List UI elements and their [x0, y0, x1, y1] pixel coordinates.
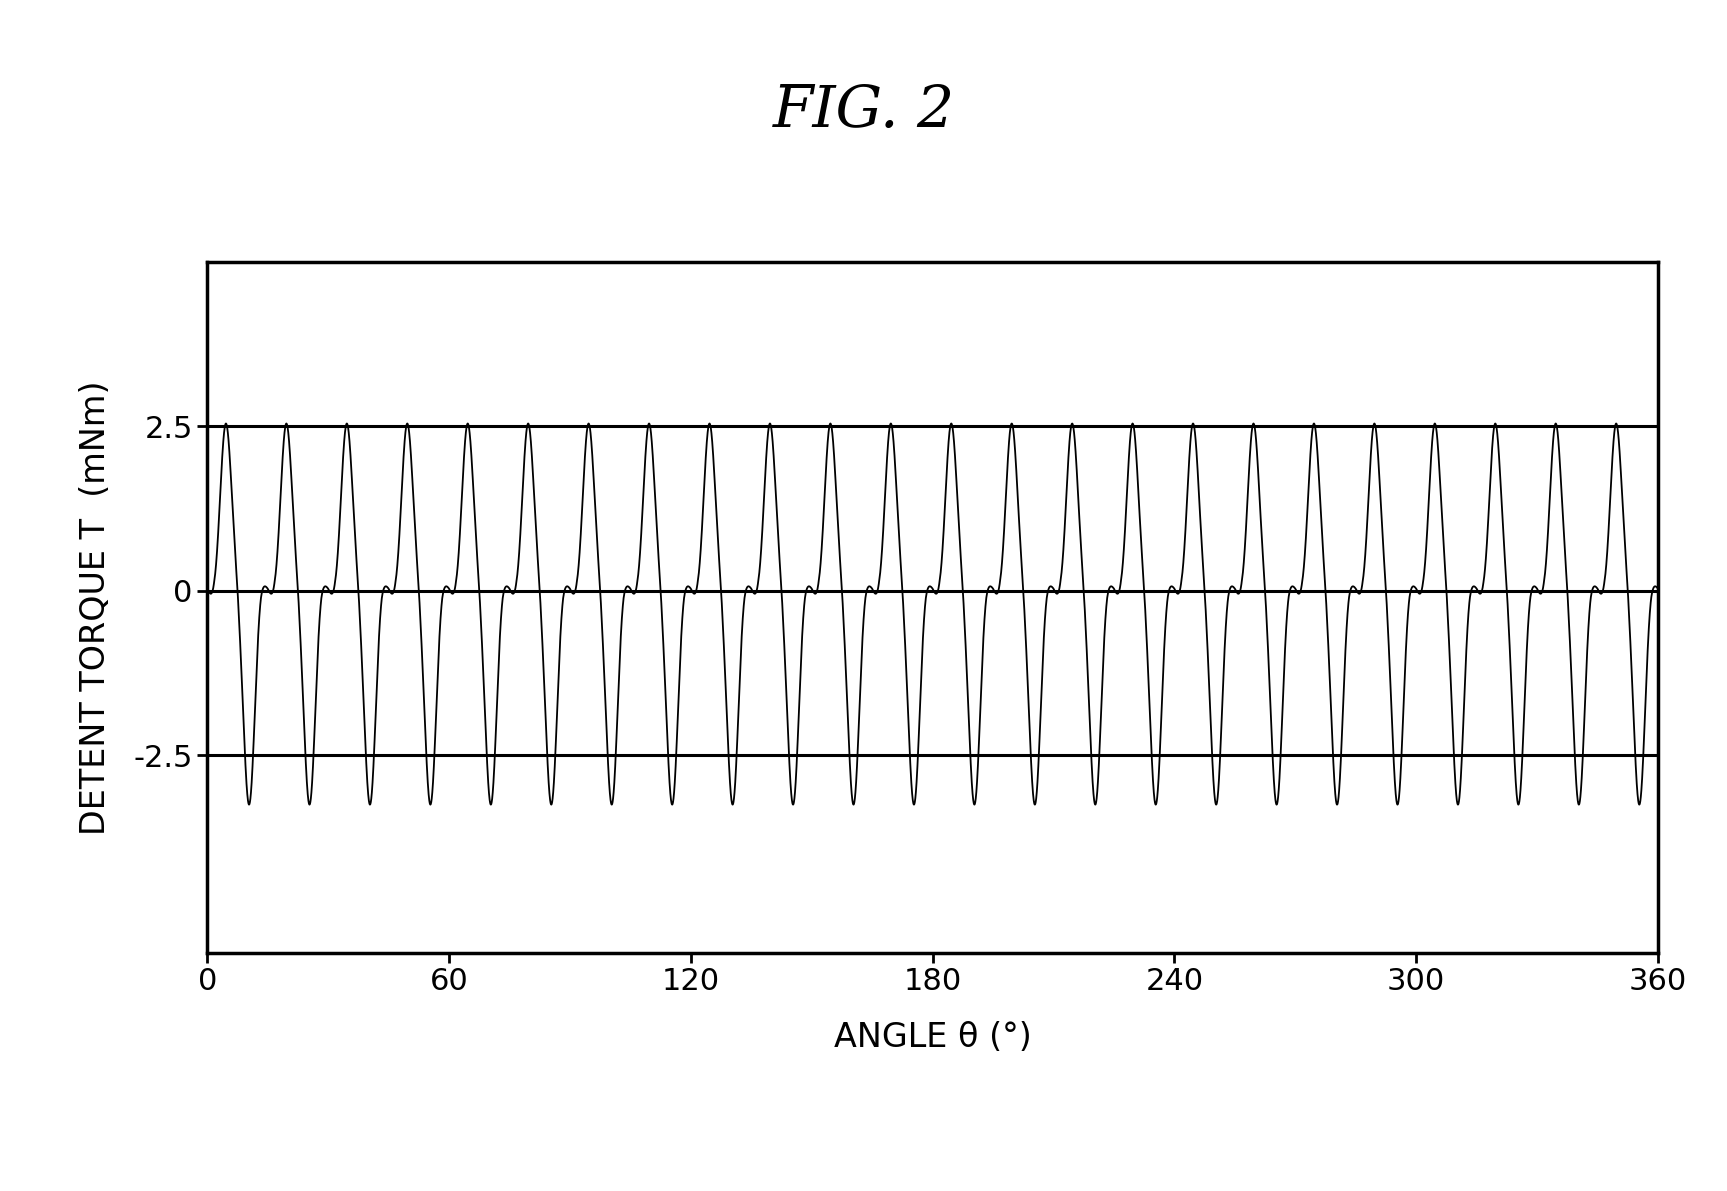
Text: FIG. 2: FIG. 2 [772, 83, 955, 139]
Y-axis label: DETENT TORQUE T  (mNm): DETENT TORQUE T (mNm) [79, 380, 112, 835]
X-axis label: ANGLE θ (°): ANGLE θ (°) [834, 1022, 1031, 1054]
